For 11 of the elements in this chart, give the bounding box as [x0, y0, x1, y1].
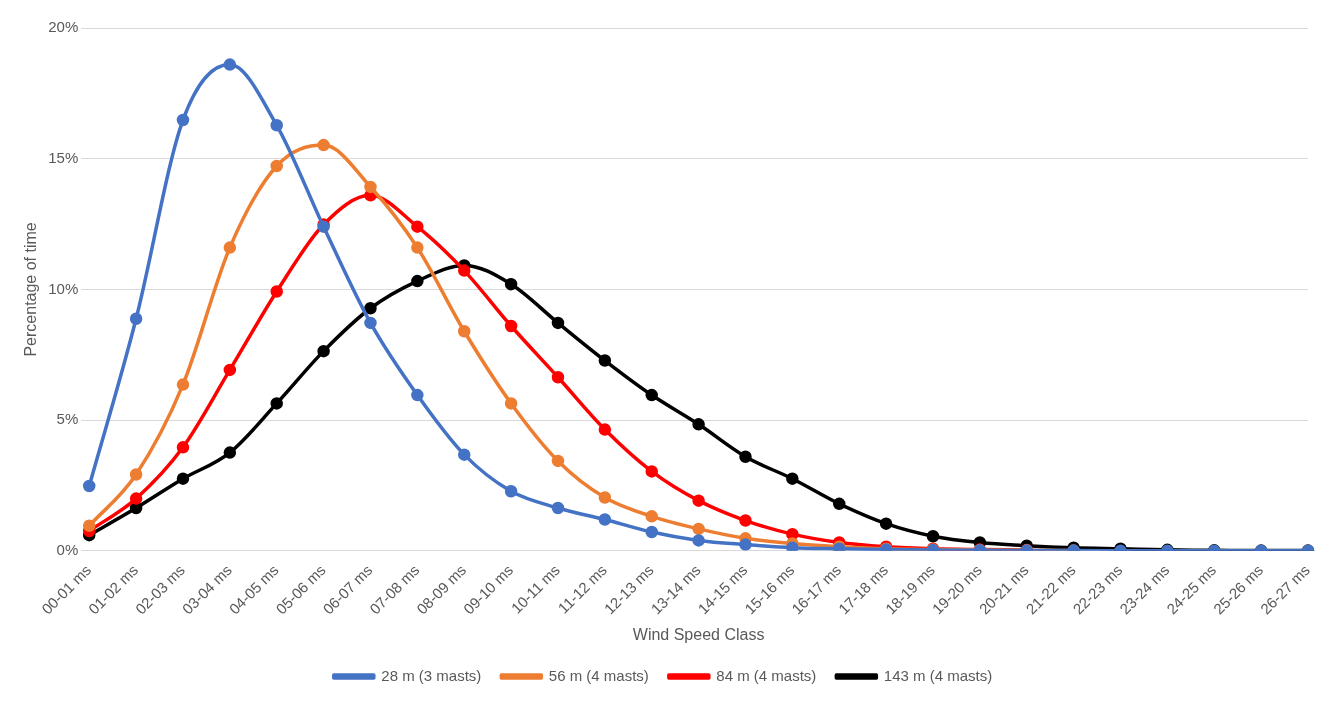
y-tick-label: 20% — [48, 18, 79, 36]
legend-label: 56 m (4 masts) — [548, 666, 649, 684]
legend-label: 28 m (3 masts) — [381, 666, 482, 684]
y-tick-label: 10% — [48, 279, 79, 297]
y-tick-label: 0% — [56, 541, 79, 558]
x-axis-title: Wind Speed Class — [632, 625, 765, 643]
legend-label: 84 m (4 masts) — [716, 666, 817, 684]
y-axis-title: Percentage of time — [22, 222, 40, 357]
legend-label: 143 m (4 masts) — [883, 666, 993, 684]
y-tick-label: 15% — [48, 148, 79, 166]
y-tick-label: 5% — [56, 410, 79, 428]
